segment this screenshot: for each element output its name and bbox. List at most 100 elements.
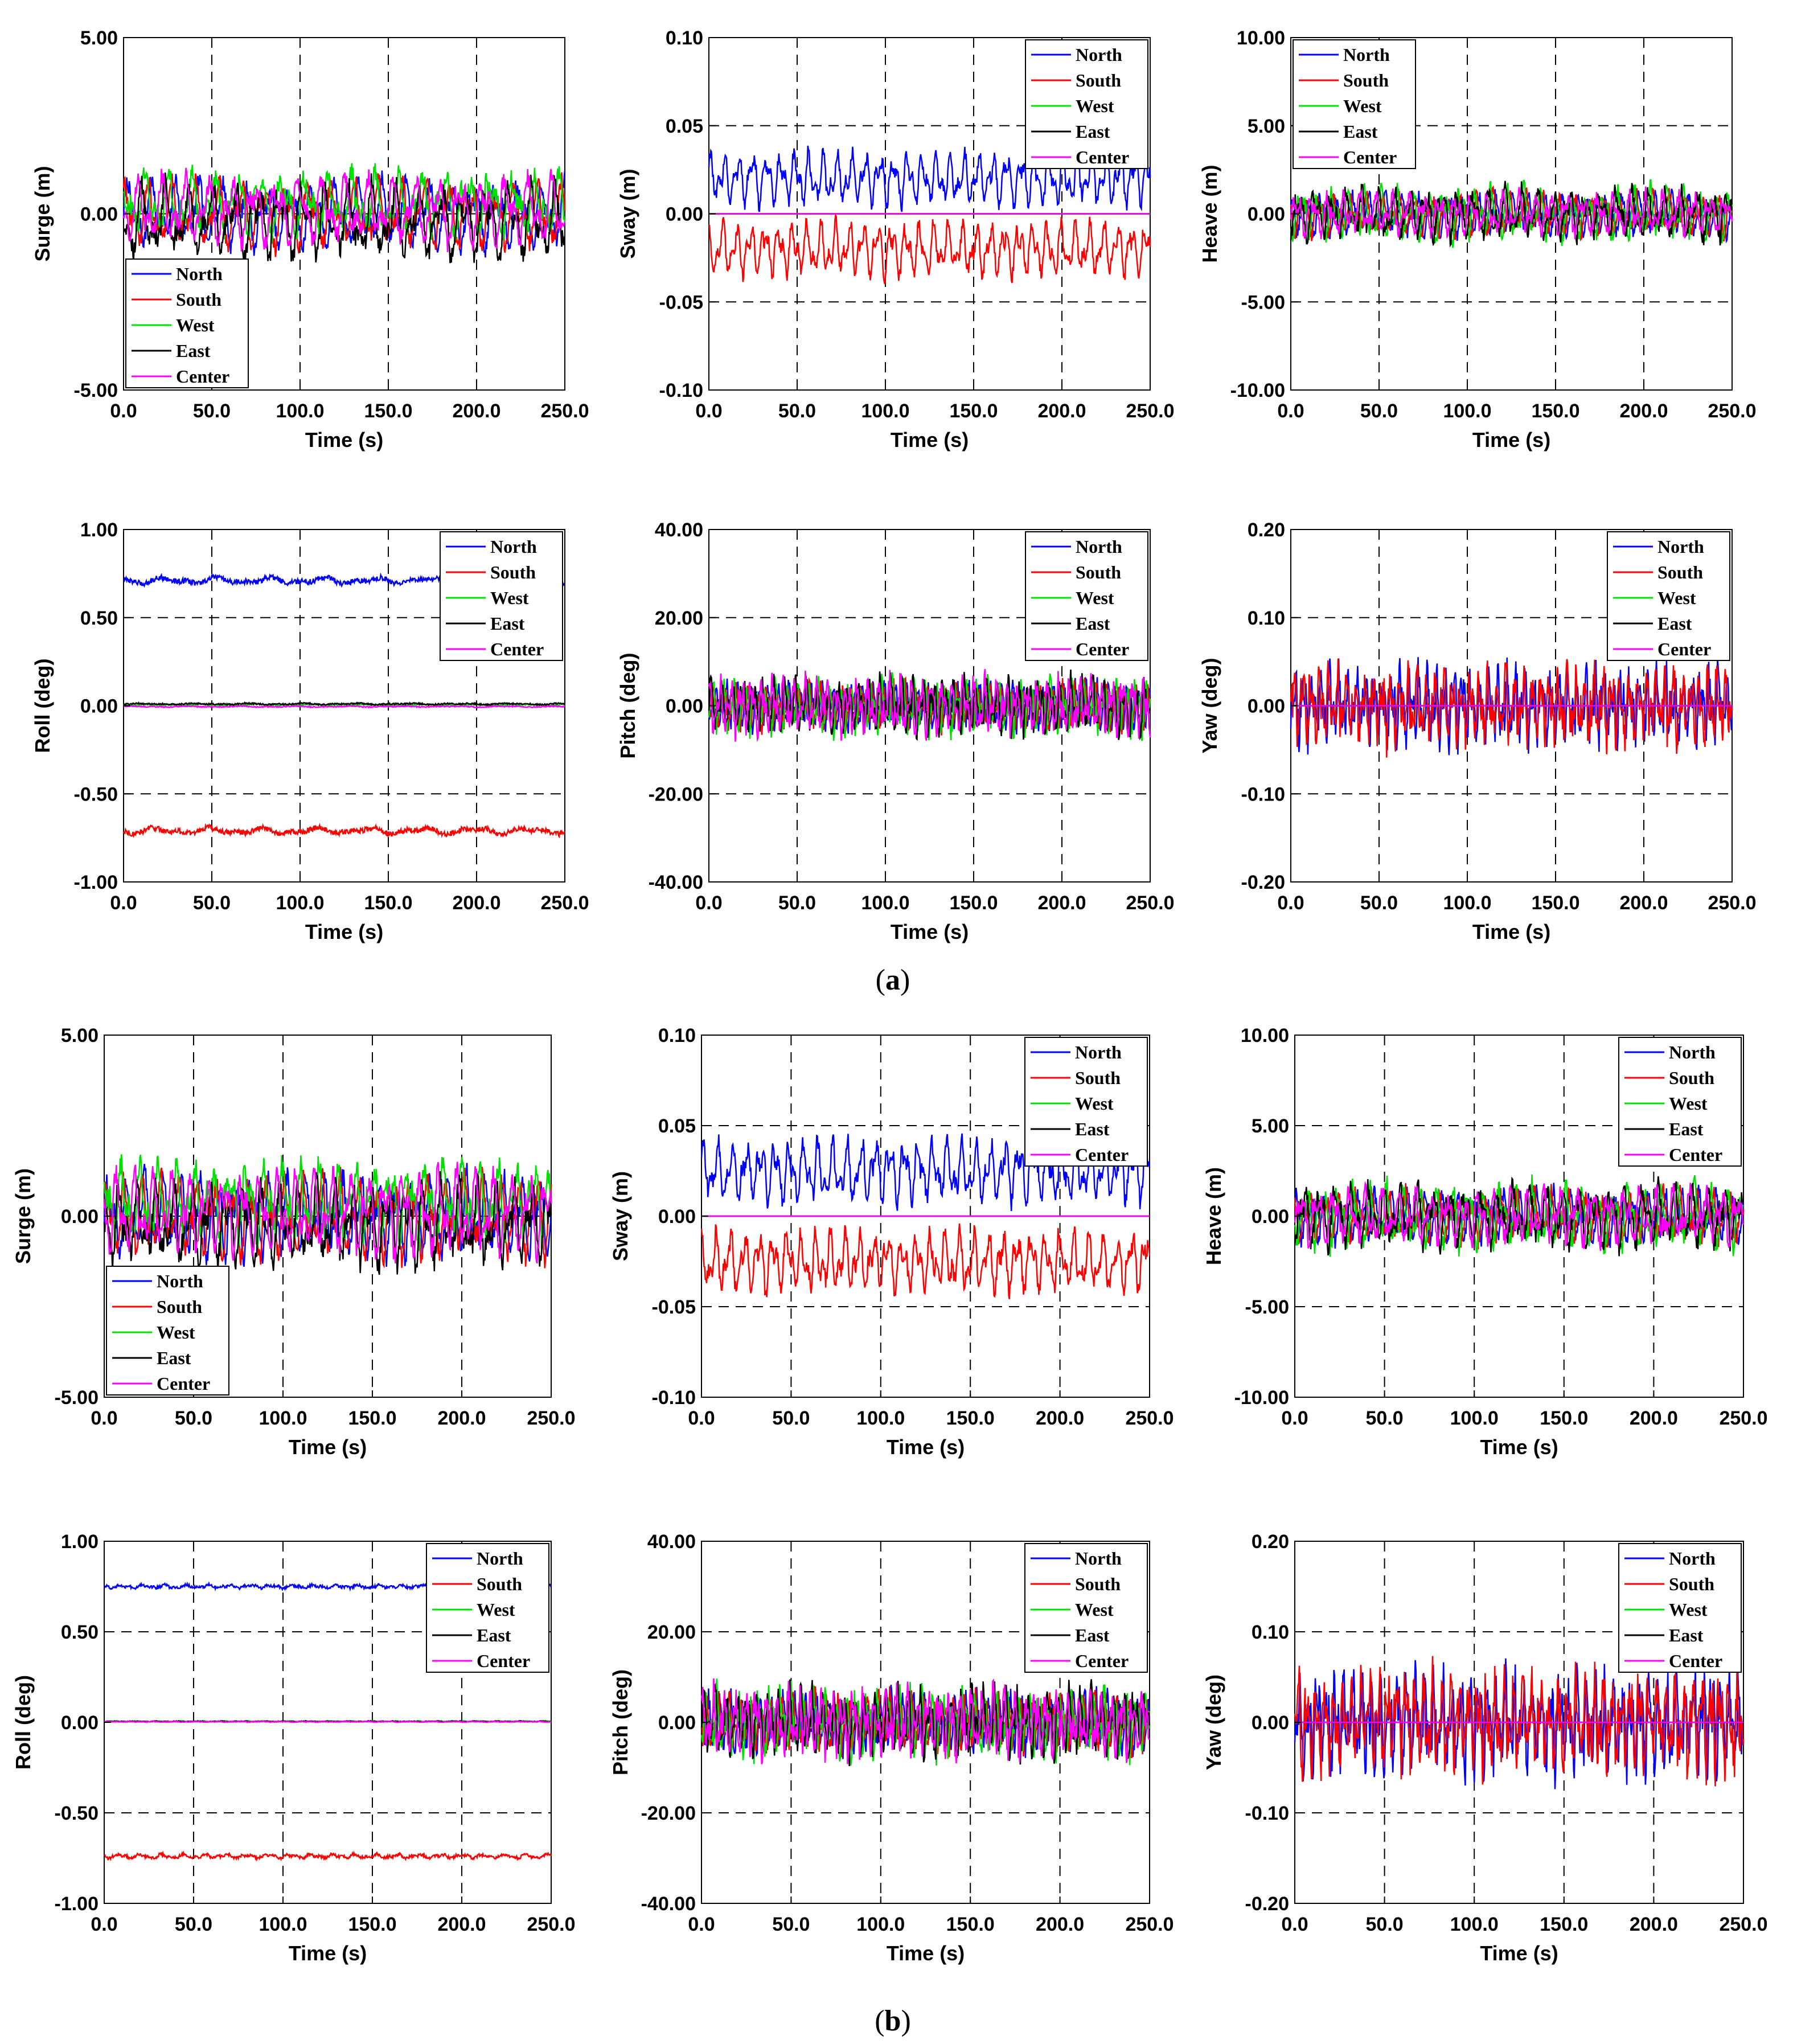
legend-label-east: East xyxy=(490,613,525,634)
x-axis-label: Time (s) xyxy=(887,1435,965,1459)
x-tick-label: 0.0 xyxy=(688,1914,715,1935)
legend-box xyxy=(1025,39,1148,169)
x-tick-label: 250.0 xyxy=(527,1914,575,1935)
x-tick-label: 150.0 xyxy=(348,1407,396,1429)
x-axis-label: Time (s) xyxy=(887,1942,965,1965)
x-tick-label: 200.0 xyxy=(437,1407,486,1429)
y-tick-label: -0.05 xyxy=(652,1296,696,1318)
y-tick-label: 0.05 xyxy=(666,116,703,137)
legend-label-south: South xyxy=(1075,1068,1121,1088)
y-axis-label: Roll (deg) xyxy=(31,659,54,753)
x-tick-label: 0.0 xyxy=(695,892,722,914)
y-tick-label: -0.50 xyxy=(74,783,118,805)
y-tick-label: -5.00 xyxy=(55,1387,99,1409)
x-tick-label: 0.0 xyxy=(110,400,137,422)
legend-label-center: Center xyxy=(1075,1144,1129,1165)
x-tick-label: 200.0 xyxy=(1037,400,1086,422)
y-tick-label: 0.50 xyxy=(61,1622,99,1643)
y-tick-label: 40.00 xyxy=(655,519,703,541)
x-tick-label: 200.0 xyxy=(1037,892,1086,914)
legend-label-south: South xyxy=(1076,562,1121,582)
y-tick-label: 0.00 xyxy=(1248,696,1285,717)
y-tick-label: 0.50 xyxy=(80,608,118,629)
x-tick-label: 150.0 xyxy=(1540,1914,1588,1935)
chart-a-surge: 0.0 50.0 100.0 150.0 200.0 250.0 -5.00 0.00 5.00… xyxy=(31,27,589,452)
legend-box xyxy=(1293,39,1416,169)
legend-label-east: East xyxy=(1669,1625,1704,1645)
legend-label-east: East xyxy=(157,1348,191,1368)
y-tick-label: 0.10 xyxy=(658,1025,696,1046)
x-tick-label: 200.0 xyxy=(452,400,500,422)
series-line-east xyxy=(700,1679,1151,1767)
y-axis-label: Pitch (deg) xyxy=(616,653,639,759)
y-axis-label: Yaw (deg) xyxy=(1202,1674,1225,1770)
series-line-center xyxy=(103,1161,552,1264)
legend-label-north: North xyxy=(1669,1042,1716,1062)
x-tick-label: 0.0 xyxy=(91,1914,117,1935)
y-axis-label: Roll (deg) xyxy=(11,1675,35,1770)
y-tick-label: -5.00 xyxy=(74,380,118,401)
x-tick-label: 100.0 xyxy=(861,892,909,914)
y-tick-label: 0.20 xyxy=(1252,1531,1289,1553)
legend-label-north: North xyxy=(1075,1042,1122,1062)
x-tick-label: 50.0 xyxy=(1366,1407,1404,1429)
legend: North South West East Center xyxy=(1607,531,1730,661)
legend-label-north: North xyxy=(1076,536,1122,557)
legend-label-center: Center xyxy=(157,1373,210,1394)
x-tick-label: 0.0 xyxy=(91,1407,117,1429)
x-tick-label: 150.0 xyxy=(949,400,998,422)
x-tick-label: 250.0 xyxy=(1708,400,1756,422)
legend-box xyxy=(1607,531,1730,661)
legend-label-west: West xyxy=(1343,96,1382,116)
legend-label-center: Center xyxy=(1076,147,1129,167)
x-tick-label: 0.0 xyxy=(1277,400,1304,422)
x-tick-label: 50.0 xyxy=(175,1914,212,1935)
x-tick-label: 0.0 xyxy=(695,400,722,422)
legend-label-center: Center xyxy=(1076,639,1129,659)
legend-label-south: South xyxy=(1075,1574,1121,1594)
series-line-east xyxy=(1294,1176,1744,1257)
x-tick-label: 200.0 xyxy=(1036,1914,1084,1935)
legend-box xyxy=(440,531,563,661)
legend-label-center: Center xyxy=(477,1651,530,1671)
x-tick-label: 150.0 xyxy=(348,1914,396,1935)
y-tick-label: 20.00 xyxy=(647,1622,696,1643)
x-tick-label: 50.0 xyxy=(1360,400,1398,422)
y-tick-label: 20.00 xyxy=(655,608,703,629)
y-tick-label: 0.00 xyxy=(80,204,118,225)
x-tick-label: 250.0 xyxy=(1125,1407,1174,1429)
legend-label-east: East xyxy=(1075,1119,1110,1139)
x-tick-label: 250.0 xyxy=(527,1407,575,1429)
y-tick-label: -5.00 xyxy=(1245,1296,1290,1318)
x-tick-label: 200.0 xyxy=(1619,400,1668,422)
legend-label-east: East xyxy=(176,340,211,361)
legend-label-south: South xyxy=(1076,70,1121,91)
legend: North South West East Center xyxy=(125,258,249,388)
legend-label-east: East xyxy=(1076,613,1110,634)
legend-label-south: South xyxy=(1669,1068,1714,1088)
series-line-north xyxy=(1290,657,1733,756)
legend: North South West East Center xyxy=(440,531,563,661)
x-tick-label: 150.0 xyxy=(364,400,412,422)
legend-label-north: North xyxy=(1343,44,1390,65)
y-tick-label: -0.10 xyxy=(1241,783,1286,805)
legend-box xyxy=(1618,1037,1742,1167)
x-tick-label: 50.0 xyxy=(778,400,816,422)
legend-label-center: Center xyxy=(176,366,229,387)
legend: North South West East Center xyxy=(106,1266,229,1395)
y-tick-label: -40.00 xyxy=(641,1893,696,1915)
chart-a-heave: 0.0 50.0 100.0 150.0 200.0 250.0 -10.00 -5.00 0.… xyxy=(1198,27,1757,452)
y-tick-label: -0.20 xyxy=(1245,1893,1290,1915)
legend-label-north: North xyxy=(490,536,537,557)
x-tick-label: 250.0 xyxy=(540,892,589,914)
y-tick-label: -10.00 xyxy=(1234,1387,1289,1409)
y-axis-label: Heave (m) xyxy=(1198,165,1221,262)
y-tick-label: 0.00 xyxy=(1248,204,1285,225)
legend-box xyxy=(1024,1037,1148,1167)
x-tick-label: 150.0 xyxy=(1531,892,1579,914)
legend: North South West East Center xyxy=(426,1543,549,1673)
y-tick-label: -1.00 xyxy=(55,1893,99,1915)
legend-label-east: East xyxy=(1076,121,1110,142)
y-tick-label: -0.10 xyxy=(652,1387,696,1409)
x-tick-label: 150.0 xyxy=(1540,1407,1588,1429)
